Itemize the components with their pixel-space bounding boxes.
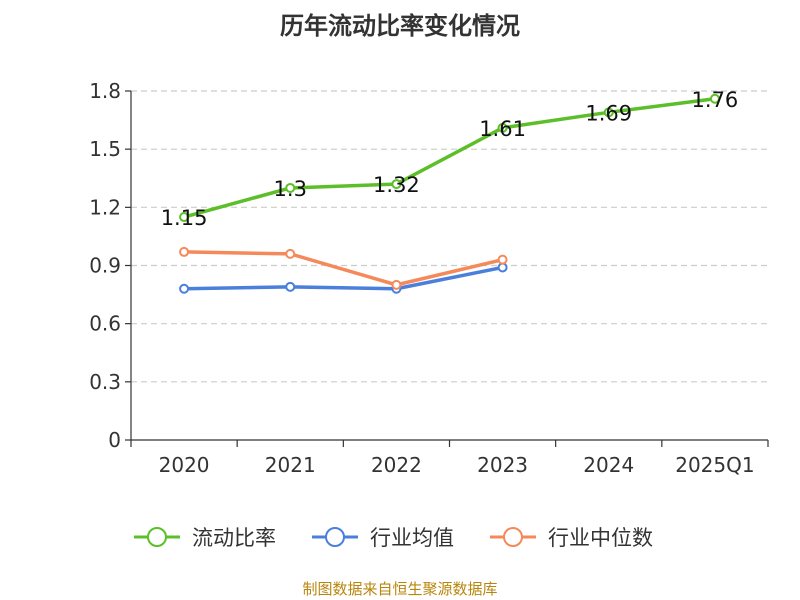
y-tick-label: 1.8: [89, 79, 121, 103]
data-label: 1.3: [274, 177, 307, 201]
x-tick-label: 2020: [159, 453, 210, 477]
legend-marker: [147, 527, 167, 547]
x-tick-label: 2023: [477, 453, 528, 477]
data-point: [391, 179, 402, 190]
data-label: 1.15: [161, 206, 208, 230]
legend-label: 行业中位数: [548, 526, 653, 550]
x-tick-label: 2024: [583, 453, 634, 477]
data-label: 1.69: [585, 101, 632, 125]
data-point: [391, 279, 402, 290]
data-point: [179, 246, 190, 257]
y-tick-label: 0: [108, 428, 121, 452]
data-point: [285, 281, 296, 292]
y-tick-label: 0.6: [89, 312, 121, 336]
legend-marker: [503, 527, 523, 547]
x-tick-label: 2022: [371, 453, 422, 477]
chart-title: 历年流动比率变化情况: [280, 12, 520, 40]
y-tick-label: 1.2: [89, 195, 121, 219]
data-label: 1.32: [373, 173, 420, 197]
y-tick-label: 0.3: [89, 370, 121, 394]
data-point: [285, 248, 296, 259]
data-point: [285, 182, 296, 193]
data-point: [603, 107, 614, 118]
y-tick-label: 0.9: [89, 254, 121, 278]
series-line: [182, 250, 505, 287]
series-line: [182, 97, 717, 219]
x-tick-label: 2025Q1: [675, 453, 754, 477]
legend-label: 流动比率: [192, 526, 276, 550]
legend-marker: [325, 527, 345, 547]
data-point: [709, 93, 720, 104]
data-point: [497, 122, 508, 133]
x-tick-label: 2021: [265, 453, 316, 477]
data-label: 1.76: [692, 88, 739, 112]
data-label: 1.61: [479, 117, 526, 141]
legend-label: 行业均值: [370, 526, 454, 550]
data-point: [179, 283, 190, 294]
data-point: [179, 212, 190, 223]
series-line: [182, 265, 505, 291]
data-point: [497, 254, 508, 265]
source-note: 制图数据来自恒生聚源数据库: [302, 580, 498, 598]
y-tick-label: 1.5: [89, 137, 121, 161]
